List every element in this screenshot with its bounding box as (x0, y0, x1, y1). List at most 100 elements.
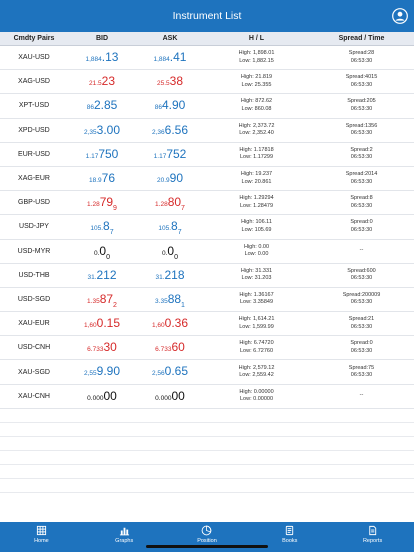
instrument-row[interactable]: XPT-USD 862.85 864.90 High: 872.62 Low: 860.… (0, 94, 414, 119)
ask-price-cell[interactable]: 2,560.65 (136, 360, 204, 383)
ask-price-cell[interactable]: 2,366.56 (136, 119, 204, 142)
ask-price-cell[interactable]: 3.35881 (136, 288, 204, 311)
instrument-pair: GBP-USD (18, 199, 50, 207)
bid-price-cell[interactable]: 18.976 (68, 167, 136, 190)
ask-price-pips: 752 (166, 146, 187, 161)
ask-price: 0.00 (162, 242, 178, 261)
instrument-pair: USD-THB (18, 271, 50, 279)
ask-price-cell[interactable]: 25.538 (136, 70, 204, 93)
high-value: High: 0.00000 (239, 388, 274, 395)
instrument-row[interactable]: XPD-USD 2,353.00 2,366.56 High: 2,373.72 Low… (0, 119, 414, 143)
bid-price-prefix: 105. (90, 225, 104, 233)
instrument-row[interactable]: XAU-CNH 0.00000 0.00000 High: 0.00000 Low: 0… (0, 385, 414, 409)
instrument-row[interactable]: USD-SGD 1.35872 3.35881 High: 1.36167 Low: 3… (0, 288, 414, 313)
bid-price-cell[interactable]: 0.00 (68, 240, 136, 263)
quote-time: 06:53:30 (350, 323, 373, 330)
instrument-row[interactable]: USD-JPY 105.87 105.87 High: 106.11 Low: 105.… (0, 215, 414, 240)
bid-price-cell[interactable]: 2,559.90 (68, 360, 136, 383)
spread-value: -- (359, 247, 364, 254)
bid-price-cell[interactable]: 31.212 (68, 264, 136, 287)
empty-row (0, 465, 414, 479)
tab-books[interactable]: Books (248, 522, 331, 552)
empty-row (0, 409, 414, 423)
bid-price-cell[interactable]: 2,353.00 (68, 119, 136, 142)
quote-time: 06:53:30 (350, 105, 373, 112)
instrument-row[interactable]: USD-THB 31.212 31.218 High: 31.331 Low: 31.2… (0, 264, 414, 288)
high-low-cell: High: 106.11 Low: 105.69 (204, 215, 309, 238)
ask-price-prefix: 1.28 (155, 201, 168, 209)
ask-price-cell[interactable]: 864.90 (136, 94, 204, 117)
tab-position[interactable]: Position (166, 522, 249, 552)
ask-price-cell[interactable]: 105.87 (136, 215, 204, 238)
bid-price-cell[interactable]: 1.17750 (68, 143, 136, 166)
low-value: Low: 20.861 (241, 178, 272, 185)
high-value: High: 21.819 (240, 74, 273, 81)
ask-price-cell[interactable]: 1.17752 (136, 143, 204, 166)
bid-price-cell[interactable]: 6.73330 (68, 336, 136, 359)
ask-price-prefix: 0. (161, 249, 168, 257)
ask-price-prefix: 0.000 (155, 394, 172, 402)
ask-price-cell[interactable]: 1,884.41 (136, 46, 204, 69)
ask-price-pips: 218 (164, 267, 185, 282)
bid-price-pips: 30 (103, 340, 117, 355)
spread-time-cell: Spread:21 06:53:30 (309, 312, 414, 335)
bid-price-cell[interactable]: 105.87 (68, 215, 136, 238)
bid-price-prefix: 0. (93, 249, 100, 257)
ask-price-pips: .41 (169, 50, 187, 64)
spread-time-cell: Spread:200009 06:53:30 (309, 288, 414, 311)
bid-price-cell[interactable]: 1,600.15 (68, 312, 136, 335)
ask-price-cell[interactable]: 1.28807 (136, 191, 204, 214)
instrument-row[interactable]: USD-MYR 0.00 0.00 High: 0.00 Low: 0.00 -- (0, 240, 414, 264)
tab-home[interactable]: Home (0, 522, 83, 552)
instrument-row[interactable]: USD-CNH 6.73330 6.73360 High: 6.74720 Low: 6… (0, 336, 414, 361)
top-navigation-bar: Instrument List (0, 0, 414, 32)
low-value: Low: 25.355 (241, 81, 272, 88)
instrument-row[interactable]: XAU-SGD 2,559.90 2,560.65 High: 2,579.12 Low… (0, 360, 414, 385)
ask-price-cell[interactable]: 6.73360 (136, 336, 204, 359)
user-profile-icon[interactable] (392, 8, 408, 24)
spread-value: Spread:21 (348, 316, 375, 323)
bid-price: 6.73330 (87, 338, 117, 357)
instrument-row[interactable]: XAU-USD 1,884.13 1,884.41 High: 1,898.01 Low… (0, 46, 414, 71)
spread-value: Spread:205 (347, 98, 376, 105)
spread-time-cell: Spread:28 06:53:30 (309, 46, 414, 69)
bid-price-cell[interactable]: 1.35872 (68, 288, 136, 311)
ask-price-cell[interactable]: 20.990 (136, 167, 204, 190)
bid-price-cell[interactable]: 0.00000 (68, 385, 136, 408)
spread-time-cell: Spread:75 06:53:30 (309, 360, 414, 383)
bid-price-cell[interactable]: 21.523 (68, 70, 136, 93)
bid-price-prefix: 1.28 (87, 201, 100, 209)
graphs-icon (119, 527, 129, 536)
ask-price: 1,884.41 (154, 48, 187, 67)
bid-price-pips: 79 (99, 195, 114, 210)
instrument-row[interactable]: XAU-EUR 1,600.15 1,600.36 High: 1,614.21 Low… (0, 312, 414, 337)
ask-price: 2,366.56 (152, 121, 188, 140)
instrument-row[interactable]: EUR-USD 1.17750 1.17752 High: 1.17818 Low: 1… (0, 143, 414, 167)
instrument-list: XAU-USD 1,884.13 1,884.41 High: 1,898.01 Low… (0, 46, 414, 493)
bid-price-cell[interactable]: 1.28799 (68, 191, 136, 214)
ask-price-cell[interactable]: 1,600.36 (136, 312, 204, 335)
spread-value: Spread:600 (347, 267, 376, 274)
instrument-row[interactable]: XAG-EUR 18.976 20.990 High: 19.237 Low: 20.8… (0, 167, 414, 192)
high-value: High: 1,614.21 (238, 316, 275, 323)
ask-price-pips: 0 (167, 243, 175, 258)
ask-price-cell[interactable]: 31.218 (136, 264, 204, 287)
tab-reports[interactable]: Reports (331, 522, 414, 552)
tab-graphs[interactable]: Graphs (83, 522, 166, 552)
instrument-row[interactable]: GBP-USD 1.28799 1.28807 High: 1.29294 Low: 1… (0, 191, 414, 216)
spread-value: Spread:1356 (345, 122, 378, 129)
instrument-row[interactable]: XAG-USD 21.523 25.538 High: 21.819 Low: 25.3… (0, 70, 414, 95)
bid-price: 31.212 (87, 266, 116, 285)
ask-price-pips: 00 (171, 388, 185, 403)
high-value: High: 872.62 (240, 98, 273, 105)
bid-price-cell[interactable]: 862.85 (68, 94, 136, 117)
ask-price-cell[interactable]: 0.00 (136, 240, 204, 263)
ask-price-prefix: 2,56 (151, 370, 165, 378)
ask-price-cell[interactable]: 0.00000 (136, 385, 204, 408)
spread-time-cell: -- (309, 240, 414, 263)
quote-time: 06:53:30 (350, 372, 373, 379)
bid-price-cell[interactable]: 1,884.13 (68, 46, 136, 69)
low-value: Low: 6.72760 (239, 347, 274, 354)
column-header-spread-time: Spread / Time (338, 35, 385, 42)
spread-value: Spread:0 (350, 340, 373, 347)
